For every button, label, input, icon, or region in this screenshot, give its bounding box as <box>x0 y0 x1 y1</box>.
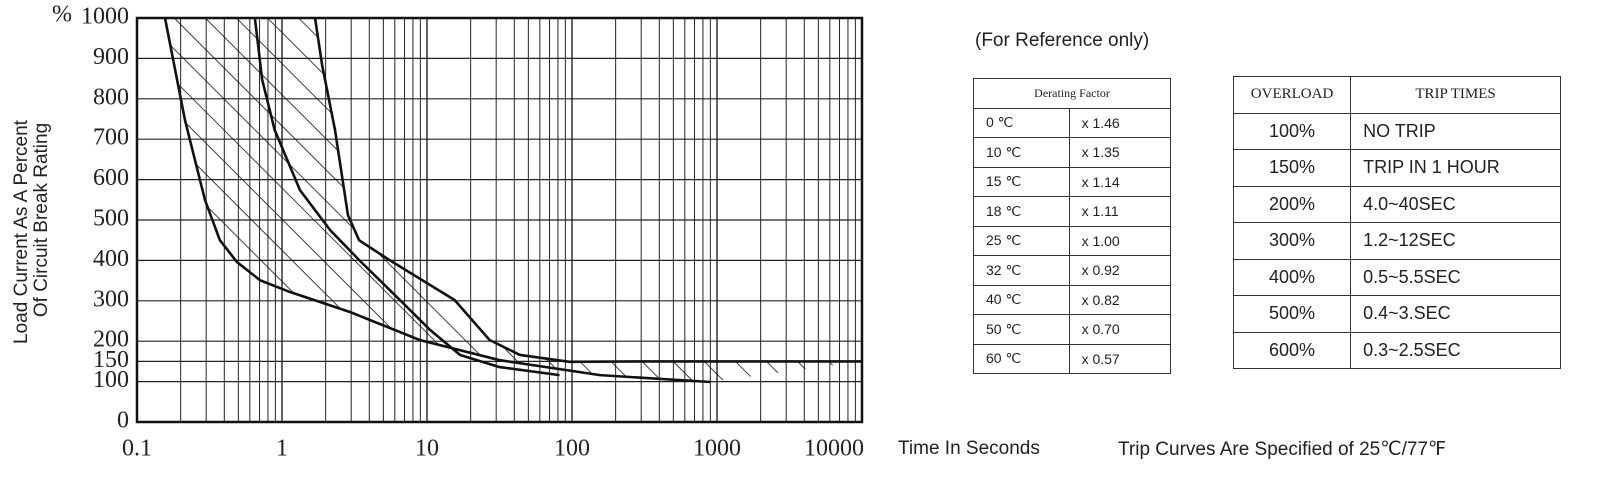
y-tick-label: 200 <box>93 327 129 353</box>
x-tick-label: 1 <box>276 436 288 462</box>
table-row: 40 ℃ x 0.82 <box>973 284 1172 315</box>
table-cell: TRIP TIMES <box>1350 76 1561 114</box>
table-cell: Derating Factor <box>973 78 1171 109</box>
y-axis-title: Of Circuit Break Rating <box>31 123 52 317</box>
table-row: 600% 0.3~2.5SEC <box>1232 331 1561 369</box>
table-row: 200% 4.0~40SEC <box>1232 185 1561 223</box>
table-row: 15 ℃ x 1.14 <box>973 166 1172 197</box>
y-tick-label: 300 <box>93 286 129 312</box>
chart: Load Current As A Percent Of Circuit Bre… <box>11 2 864 462</box>
table-cell: 0 ℃ <box>973 107 1070 138</box>
table-row: OVERLOAD TRIP TIMES <box>1232 76 1561 114</box>
table-cell: 100% <box>1232 112 1352 150</box>
table-row: 150% TRIP IN 1 HOUR <box>1232 149 1561 187</box>
table-cell: 10 ℃ <box>973 137 1070 168</box>
table-row: 500% 0.4~3.SEC <box>1232 295 1561 333</box>
y-tick-label: 700 <box>93 125 129 151</box>
table-cell: x 0.92 <box>1068 255 1172 286</box>
table-row: 60 ℃ x 0.57 <box>973 343 1172 374</box>
y-tick-label: 600 <box>93 165 129 191</box>
table-cell: x 0.57 <box>1068 343 1172 374</box>
table-cell: 400% <box>1232 258 1352 296</box>
table-cell: 200% <box>1232 185 1352 223</box>
y-tick-label: 900 <box>93 44 129 70</box>
table-cell: 300% <box>1232 222 1352 260</box>
table-cell: 15 ℃ <box>973 166 1070 197</box>
x-axis-title: Time In Seconds <box>898 438 1040 459</box>
table-cell: 0.4~3.SEC <box>1350 295 1561 333</box>
table-row: 18 ℃ x 1.11 <box>973 196 1172 227</box>
table-row: 10 ℃ x 1.35 <box>973 137 1172 168</box>
x-tick-label: 10 <box>415 436 439 462</box>
table-row: 400% 0.5~5.5SEC <box>1232 258 1561 296</box>
table-row: Derating Factor <box>973 78 1171 109</box>
series-line <box>253 17 560 377</box>
y-tick-label: 150 <box>93 347 129 373</box>
table-cell: 60 ℃ <box>973 343 1070 374</box>
table-cell: x 1.11 <box>1068 196 1172 227</box>
table-cell: 18 ℃ <box>973 196 1070 227</box>
y-tick-label: 500 <box>93 206 129 232</box>
table-cell: 500% <box>1232 295 1352 333</box>
table-cell: x 1.14 <box>1068 166 1172 197</box>
table-cell: x 1.00 <box>1068 225 1172 256</box>
table-cell: NO TRIP <box>1350 112 1561 150</box>
table-cell: x 1.46 <box>1068 107 1172 138</box>
table-cell: TRIP IN 1 HOUR <box>1350 149 1561 187</box>
table-cell: 600% <box>1232 331 1352 369</box>
table-cell: 1.2~12SEC <box>1350 222 1561 260</box>
table-cell: 25 ℃ <box>973 225 1070 256</box>
x-tick-label: 100 <box>554 436 590 462</box>
trip-table: OVERLOAD TRIP TIMES 100% NO TRIP 150% TRIP IN… <box>1232 76 1561 369</box>
hatch-band <box>165 18 863 383</box>
y-unit: % <box>52 2 72 28</box>
x-tick-label: 1000 <box>693 436 741 462</box>
plot-frame <box>135 16 864 424</box>
table-row: 50 ℃ x 0.70 <box>973 314 1172 345</box>
footnote: Trip Curves Are Specified of 25℃/77℉ <box>1118 439 1447 460</box>
table-row: 0 ℃ x 1.46 <box>973 107 1172 138</box>
table-cell: 40 ℃ <box>973 284 1070 315</box>
table-row: 100% NO TRIP <box>1232 112 1561 150</box>
table-row: 25 ℃ x 1.00 <box>973 225 1172 256</box>
y-tick-label: 100 <box>93 367 129 393</box>
series-line <box>163 17 711 384</box>
table-row: 32 ℃ x 0.92 <box>973 255 1172 286</box>
table-cell: 4.0~40SEC <box>1350 185 1561 223</box>
x-tick-label: 0.1 <box>122 436 152 462</box>
table-cell: x 1.35 <box>1068 137 1172 168</box>
table-cell: 32 ℃ <box>973 255 1070 286</box>
y-tick-label: 0 <box>117 408 129 434</box>
y-tick-label: 400 <box>93 246 129 272</box>
table-cell: 150% <box>1232 149 1352 187</box>
table-cell: 0.5~5.5SEC <box>1350 258 1561 296</box>
x-tick-label: 10000 <box>804 436 864 462</box>
note: (For Reference only) <box>975 30 1150 51</box>
y-tick-label: 1000 <box>81 4 129 30</box>
table-cell: 50 ℃ <box>973 314 1070 345</box>
table-cell: x 0.70 <box>1068 314 1172 345</box>
table-cell: x 0.82 <box>1068 284 1172 315</box>
table-cell: 0.3~2.5SEC <box>1350 331 1561 369</box>
series-line <box>313 17 862 364</box>
y-tick-label: 800 <box>93 84 129 110</box>
derating-table: Derating Factor 0 ℃ x 1.46 10 ℃ x 1.35 15 ℃ x … <box>973 78 1172 374</box>
table-row: 300% 1.2~12SEC <box>1232 222 1561 260</box>
table-cell: OVERLOAD <box>1232 76 1352 114</box>
y-axis-title: Load Current As A Percent <box>11 119 32 344</box>
